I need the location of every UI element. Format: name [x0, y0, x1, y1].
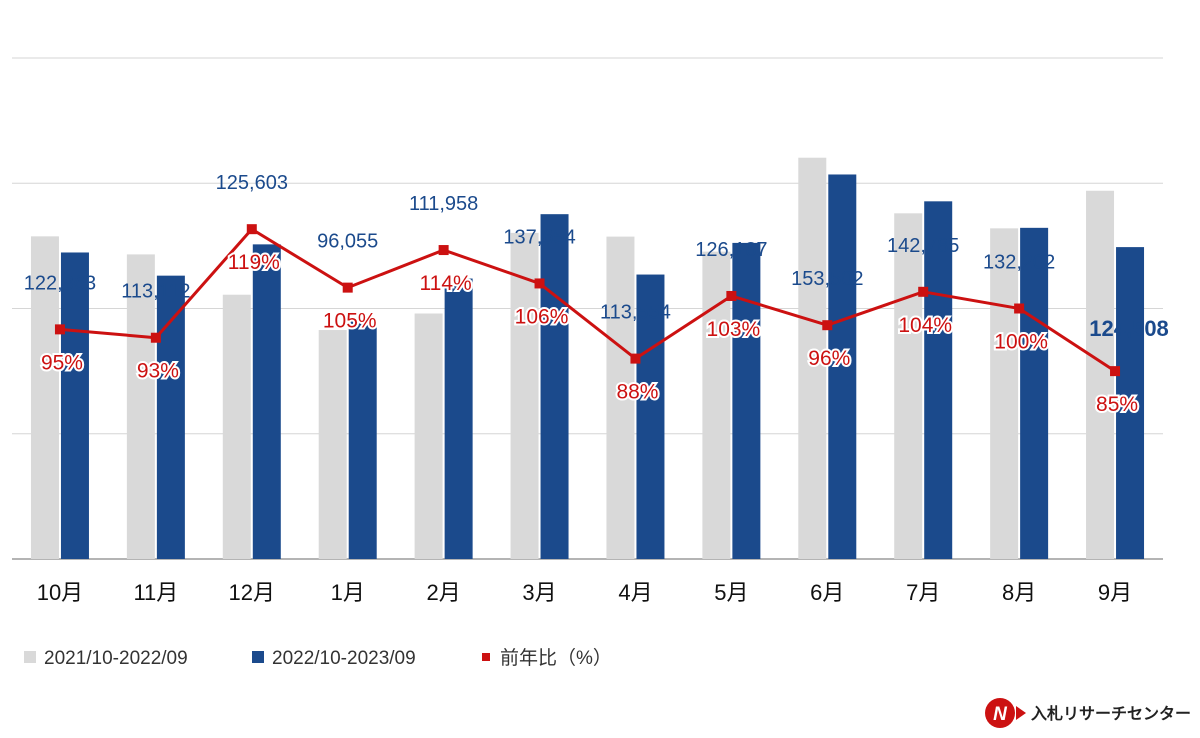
x-tick-label: 1月 [331, 580, 365, 605]
yoy-line [59, 227, 1116, 373]
bar-2021-2022 [702, 251, 731, 559]
percent-label: 106% [515, 305, 569, 328]
x-tick-label: 7月 [906, 580, 940, 605]
yoy-point-marker [726, 290, 737, 301]
bar-2022-2023 [60, 252, 89, 559]
x-tick-label: 3月 [522, 580, 556, 605]
yoy-point-marker [438, 245, 449, 256]
bar-2022-2023 [732, 242, 761, 560]
bar-2022-2023 [636, 274, 665, 559]
bar-2022-2023 [828, 174, 857, 560]
value-label: 113,112 [121, 281, 190, 303]
value-label: 126,187 [695, 239, 767, 261]
bar-2022-2023 [924, 201, 953, 559]
bar-2022-2023 [540, 214, 569, 559]
percent-label: 114% [420, 272, 472, 295]
percent-label: 104% [898, 314, 952, 337]
gridlines [12, 57, 1163, 560]
x-tick-label: 12月 [229, 580, 275, 605]
data-labels: 122,363 95% 113,112 93% 125,603 119% 96,055 105… [24, 172, 1169, 418]
yoy-point-marker [342, 282, 353, 293]
bar-2022-2023 [156, 275, 185, 559]
x-tick-label: 2月 [427, 580, 461, 605]
percent-label: 100% [994, 331, 1048, 354]
bar-2022-2023 [348, 318, 377, 559]
value-label: 132,202 [983, 252, 1055, 274]
value-label: 153,502 [791, 268, 863, 290]
logo-mark-letter: N [993, 704, 1008, 725]
yoy-point-marker [1110, 366, 1121, 377]
x-tick-label: 10月 [37, 580, 83, 605]
x-tick-label: 4月 [618, 580, 652, 605]
bar-2021-2022 [798, 157, 827, 559]
yoy-point-marker [54, 324, 65, 335]
value-label: 125,603 [216, 172, 288, 194]
bar-2022-2023 [1020, 227, 1049, 559]
percent-label: 88% [616, 381, 658, 404]
legend-label: 2022/10-2023/09 [272, 648, 416, 669]
bar-2021-2022 [894, 213, 923, 559]
percent-label: 105% [323, 310, 377, 333]
bar-2022-2023 [1116, 247, 1145, 559]
percent-label: 85% [1096, 393, 1138, 416]
legend-swatch [24, 651, 36, 663]
value-label: 122,363 [24, 272, 96, 294]
value-label: 142,785 [887, 235, 959, 257]
bar-2021-2022 [126, 254, 155, 559]
x-tick-label: 11月 [133, 580, 178, 605]
legend-label: 前年比（%） [500, 647, 612, 669]
bar-2021-2022 [510, 232, 539, 559]
yoy-point-marker [246, 224, 257, 235]
bar-series [30, 157, 1145, 560]
percent-label: 96% [808, 347, 850, 370]
yoy-point-marker [1014, 303, 1025, 314]
x-tick-label: 5月 [714, 580, 748, 605]
value-label: 113,554 [600, 302, 671, 324]
bar-2021-2022 [1086, 190, 1115, 559]
percent-label: 119% [228, 251, 280, 274]
bar-2021-2022 [318, 330, 347, 559]
bar-2021-2022 [990, 228, 1019, 559]
logo-text: 入札リサーチセンター [1031, 704, 1191, 723]
percent-label: 95% [41, 351, 83, 374]
value-label: 137,654 [503, 226, 575, 248]
x-tick-label: 9月 [1098, 580, 1132, 605]
brand-logo: N 入札リサーチセンター [985, 698, 1191, 728]
bar-2021-2022 [414, 313, 443, 559]
value-label: 124,508 [1089, 316, 1169, 341]
legend-swatch [482, 653, 490, 661]
legend-swatch [252, 651, 264, 663]
bar-2021-2022 [222, 294, 251, 559]
value-label: 111,958 [409, 193, 478, 215]
x-axis-tick-labels: 10月 11月 12月 1月 2月 3月 4月 5月 6月 7月 8月 9月 [37, 580, 1132, 605]
legend-label: 2021/10-2022/09 [44, 648, 188, 669]
yoy-point-marker [630, 353, 641, 364]
value-label: 96,055 [317, 231, 378, 253]
yoy-point-marker [918, 286, 929, 297]
x-tick-label: 6月 [810, 580, 844, 605]
percent-label: 93% [137, 360, 179, 383]
yoy-point-marker [822, 320, 833, 331]
legend: 2021/10-2022/09 2022/10-2023/09 前年比（%） [24, 647, 612, 669]
logo-arrow-icon [1016, 706, 1026, 720]
bar-2021-2022 [606, 236, 635, 559]
logo-mark-icon [985, 698, 1015, 728]
yoy-point-marker [150, 332, 161, 343]
bar-2021-2022 [30, 236, 59, 559]
yoy-line-series [54, 224, 1121, 377]
bar-2022-2023 [252, 244, 281, 559]
bar-2022-2023 [444, 278, 473, 559]
percent-label: 103% [707, 318, 761, 341]
yoy-point-marker [534, 278, 545, 289]
x-tick-label: 8月 [1002, 580, 1036, 605]
